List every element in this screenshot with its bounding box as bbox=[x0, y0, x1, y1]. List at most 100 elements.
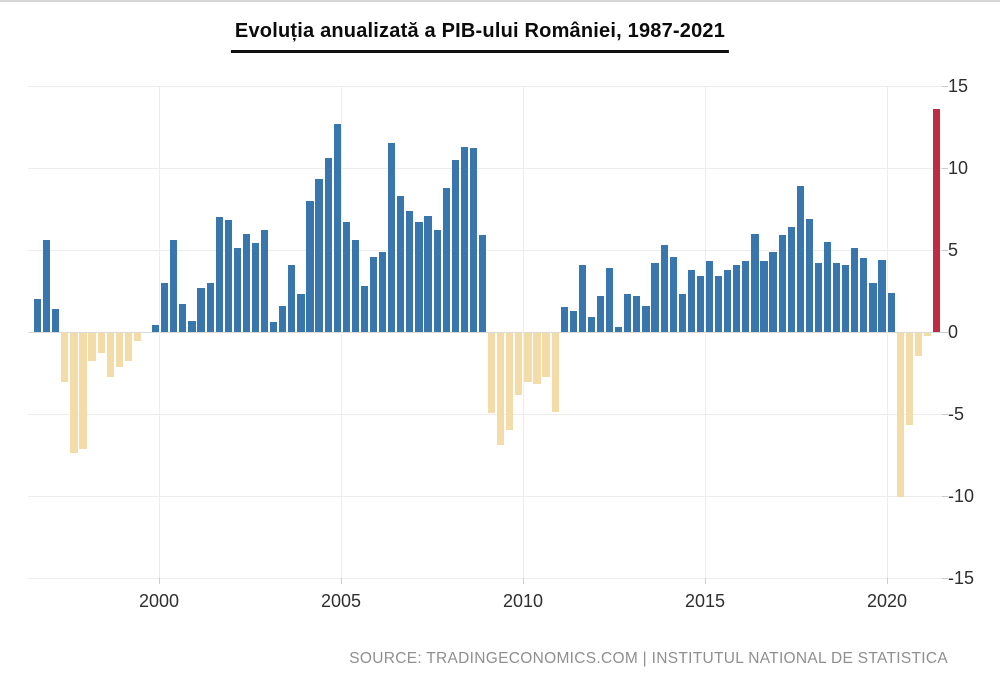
bar-2009-Q1 bbox=[488, 333, 496, 414]
bar-2002-Q2 bbox=[242, 233, 251, 332]
bar-2003-Q4 bbox=[297, 294, 305, 332]
zero-line bbox=[28, 332, 942, 333]
bar-1998-Q4 bbox=[115, 333, 123, 368]
bar-2010-Q3 bbox=[542, 333, 550, 378]
plot-area bbox=[28, 86, 942, 579]
h-gridline bbox=[28, 86, 942, 87]
bar-2020-Q3 bbox=[905, 333, 913, 425]
bar-2016-Q3 bbox=[760, 261, 768, 332]
bar-2017-Q4 bbox=[805, 218, 813, 332]
bar-1996-Q4 bbox=[43, 240, 51, 332]
y-tick bbox=[942, 332, 948, 333]
v-gridline bbox=[523, 86, 524, 578]
bar-2016-Q2 bbox=[751, 233, 759, 332]
bar-1998-Q3 bbox=[106, 333, 114, 378]
bar-2004-Q4 bbox=[333, 123, 341, 332]
y-axis-label: 0 bbox=[948, 322, 959, 342]
bar-2019-Q4 bbox=[878, 259, 886, 332]
bar-2019-Q3 bbox=[869, 282, 877, 332]
bar-1997-Q1 bbox=[52, 309, 60, 332]
bar-2013-Q2 bbox=[642, 305, 650, 332]
bar-2005-Q1 bbox=[342, 222, 350, 332]
bar-2017-Q1 bbox=[778, 235, 786, 332]
bar-2003-Q2 bbox=[279, 305, 287, 332]
bar-1998-Q2 bbox=[97, 333, 105, 353]
y-tick bbox=[942, 86, 948, 87]
x-axis-label: 2015 bbox=[684, 591, 726, 611]
bar-2000-Q4 bbox=[188, 320, 196, 332]
bar-2011-Q4 bbox=[587, 317, 596, 332]
chart-title: Evoluția anualizată a PIB-ului României,… bbox=[230, 20, 730, 53]
bar-2001-Q1 bbox=[197, 287, 205, 332]
bar-2008-Q2 bbox=[460, 146, 468, 332]
bar-2005-Q2 bbox=[351, 240, 359, 332]
bar-2008-Q1 bbox=[451, 159, 459, 332]
h-gridline bbox=[28, 168, 942, 169]
h-gridline bbox=[28, 496, 942, 497]
bar-2004-Q2 bbox=[315, 179, 323, 332]
bar-2019-Q2 bbox=[860, 258, 868, 332]
source-credit: SOURCE: TRADINGECONOMICS.COM | INSTITUTU… bbox=[349, 650, 948, 667]
x-tick bbox=[341, 578, 342, 584]
bar-2012-Q3 bbox=[615, 327, 623, 332]
bar-2001-Q4 bbox=[224, 220, 232, 332]
bar-1999-Q4 bbox=[152, 325, 160, 332]
h-gridline bbox=[28, 578, 942, 579]
y-axis-label: -10 bbox=[948, 486, 975, 506]
bar-2007-Q1 bbox=[415, 222, 423, 332]
bar-2017-Q2 bbox=[787, 227, 795, 332]
v-gridline bbox=[705, 86, 706, 578]
bar-2018-Q1 bbox=[814, 263, 823, 332]
bar-2013-Q1 bbox=[633, 295, 641, 332]
bar-2015-Q3 bbox=[724, 269, 732, 332]
bar-2006-Q1 bbox=[379, 251, 387, 332]
bar-2018-Q4 bbox=[842, 264, 850, 332]
bar-2008-Q4 bbox=[478, 235, 487, 332]
bar-2006-Q4 bbox=[406, 210, 414, 332]
bar-2008-Q3 bbox=[469, 148, 478, 332]
y-tick bbox=[942, 578, 948, 579]
bar-2020-Q2 bbox=[896, 333, 904, 497]
bar-2005-Q4 bbox=[369, 256, 378, 332]
bar-2014-Q1 bbox=[669, 256, 677, 332]
bar-2015-Q1 bbox=[705, 261, 714, 332]
bar-2013-Q4 bbox=[660, 245, 668, 332]
bar-2010-Q4 bbox=[551, 333, 559, 412]
x-tick bbox=[523, 578, 524, 584]
bar-2003-Q3 bbox=[288, 264, 296, 332]
bar-1999-Q2 bbox=[133, 333, 142, 342]
bar-1997-Q4 bbox=[79, 333, 87, 450]
v-gridline bbox=[341, 86, 342, 578]
bar-2000-Q2 bbox=[170, 240, 178, 332]
y-axis-label: -5 bbox=[948, 404, 965, 424]
bar-2010-Q1 bbox=[524, 333, 532, 383]
bar-2007-Q3 bbox=[433, 230, 441, 332]
bar-2010-Q2 bbox=[533, 333, 541, 384]
bar-2000-Q3 bbox=[179, 304, 187, 332]
bar-2011-Q2 bbox=[569, 310, 577, 332]
x-tick bbox=[705, 578, 706, 584]
bar-1999-Q1 bbox=[124, 333, 132, 361]
bar-2012-Q2 bbox=[606, 268, 614, 332]
bar-2018-Q3 bbox=[833, 263, 841, 332]
bar-2009-Q3 bbox=[506, 333, 514, 430]
bar-2020-Q4 bbox=[914, 333, 922, 356]
y-axis-label: 10 bbox=[948, 158, 969, 178]
bar-2002-Q1 bbox=[233, 248, 241, 332]
bar-2015-Q2 bbox=[715, 276, 723, 332]
y-axis-label: -15 bbox=[948, 568, 975, 588]
bar-2016-Q4 bbox=[769, 251, 777, 332]
bar-2009-Q4 bbox=[515, 333, 523, 396]
y-axis-label: 15 bbox=[948, 76, 969, 96]
bar-1997-Q3 bbox=[70, 333, 78, 453]
bar-2018-Q2 bbox=[823, 241, 832, 332]
bar-2019-Q1 bbox=[851, 248, 859, 332]
bar-2021-Q2 bbox=[932, 108, 941, 332]
bar-2004-Q3 bbox=[324, 158, 332, 332]
bar-2011-Q1 bbox=[560, 307, 568, 332]
h-gridline bbox=[28, 414, 942, 415]
bar-2001-Q3 bbox=[215, 217, 223, 332]
frame-top-edge bbox=[0, 0, 1000, 2]
bar-2011-Q3 bbox=[578, 264, 586, 332]
